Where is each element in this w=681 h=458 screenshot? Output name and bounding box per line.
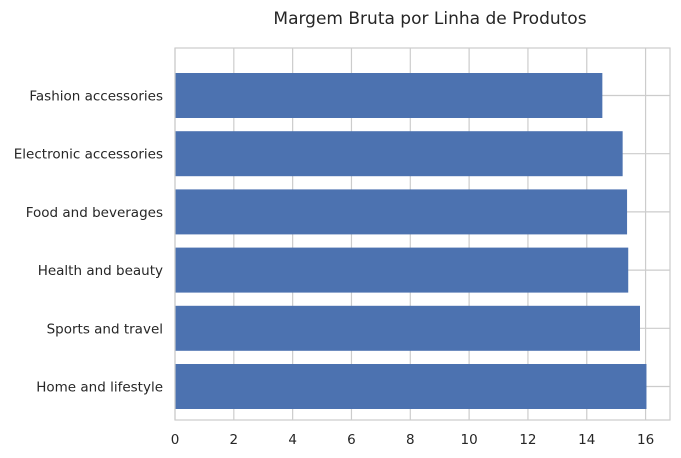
y-category-label: Fashion accessories [29, 89, 163, 105]
y-category-label: Health and beauty [38, 263, 163, 279]
x-tick-label: 4 [288, 432, 297, 448]
y-axis-labels: Home and lifestyle Sports and travel Healt… [14, 89, 163, 396]
y-category-label: Food and beverages [26, 205, 163, 221]
bar-home-and-lifestyle [175, 364, 647, 409]
y-category-label: Electronic accessories [14, 147, 163, 163]
bar-electronic-accessories [175, 131, 623, 177]
plot-frame [174, 47, 671, 421]
x-tick-label: 8 [406, 432, 415, 448]
bars-layer [175, 73, 647, 409]
x-tick-label: 6 [347, 432, 356, 448]
y-category-label: Home and lifestyle [36, 380, 163, 396]
bar-food-and-beverages [175, 189, 628, 235]
x-tick-label: 16 [637, 432, 654, 448]
x-tick-label: 0 [171, 432, 180, 448]
x-tick-label: 2 [230, 432, 239, 448]
bar-health-and-beauty [175, 247, 629, 293]
x-tick-label: 10 [461, 432, 478, 448]
bar-fashion-accessories [175, 73, 603, 118]
bar-sports-and-travel [175, 305, 640, 351]
x-tick-label: 14 [578, 432, 595, 448]
chart-title: Margem Bruta por Linha de Produtos [273, 9, 586, 29]
y-category-label: Sports and travel [47, 321, 163, 337]
x-tick-label: 12 [519, 432, 536, 448]
x-axis-ticks: 0 2 4 6 8 10 12 14 16 [171, 432, 654, 448]
